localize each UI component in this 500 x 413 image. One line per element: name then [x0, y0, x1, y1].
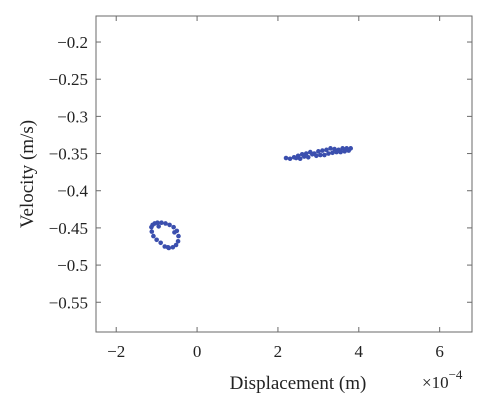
- data-point: [176, 233, 181, 239]
- data-point: [310, 151, 315, 157]
- data-point: [297, 156, 303, 162]
- data-point: [314, 153, 319, 159]
- data-point: [330, 150, 335, 156]
- data-point: [149, 229, 155, 234]
- data-point: [173, 242, 179, 248]
- data-point: [324, 147, 329, 153]
- data-point: [171, 224, 176, 230]
- data-point: [154, 237, 159, 243]
- data-points: [149, 146, 354, 251]
- data-point: [156, 224, 161, 229]
- data-point: [159, 220, 164, 226]
- y-tick-label: −0.35: [49, 145, 88, 164]
- data-point: [328, 146, 333, 151]
- data-point: [293, 155, 299, 161]
- data-point: [283, 155, 289, 161]
- data-point: [301, 154, 307, 159]
- data-point: [287, 156, 293, 162]
- x-axis-multiplier-exponent: −4: [449, 367, 463, 382]
- data-point: [151, 233, 156, 239]
- data-point: [158, 240, 163, 246]
- data-point: [334, 149, 339, 155]
- x-tick-label: 6: [435, 342, 444, 361]
- data-point: [320, 148, 325, 153]
- x-axis-multiplier: ×10−4: [422, 367, 463, 392]
- data-point: [155, 220, 160, 226]
- x-tick-label: −2: [107, 342, 125, 361]
- y-tick-label: −0.25: [49, 70, 88, 89]
- y-tick-label: −0.4: [57, 182, 88, 201]
- data-point: [165, 244, 171, 250]
- data-point: [163, 221, 168, 226]
- y-tick-label: −0.55: [49, 293, 88, 312]
- x-tick-label: 4: [355, 342, 364, 361]
- data-point: [346, 148, 351, 153]
- x-axis-multiplier-base: ×10: [422, 373, 449, 392]
- data-point: [170, 244, 176, 250]
- data-point: [338, 149, 343, 155]
- plot-frame: [95, 15, 473, 333]
- x-axis: −2 0 2 4 6: [107, 16, 444, 361]
- data-point: [316, 149, 321, 154]
- data-point: [167, 222, 172, 228]
- data-point: [322, 152, 327, 158]
- data-point: [342, 149, 347, 154]
- data-point: [318, 152, 323, 158]
- data-point: [175, 238, 181, 244]
- y-axis: −0.2 −0.25 −0.3 −0.35 −0.4 −0.45 −0.5 −0.55: [49, 33, 472, 312]
- data-point: [150, 222, 155, 228]
- x-tick-label: 2: [274, 342, 283, 361]
- y-tick-label: −0.3: [57, 107, 88, 126]
- data-point: [305, 154, 311, 160]
- data-point: [172, 230, 177, 235]
- x-tick-label: 0: [193, 342, 202, 361]
- y-tick-label: −0.5: [57, 256, 88, 275]
- x-axis-label: Displacement (m): [230, 373, 367, 394]
- y-tick-label: −0.45: [49, 219, 88, 238]
- y-axis-label: Velocity (m/s): [17, 120, 38, 228]
- data-point: [326, 151, 331, 156]
- y-tick-label: −0.2: [57, 33, 88, 52]
